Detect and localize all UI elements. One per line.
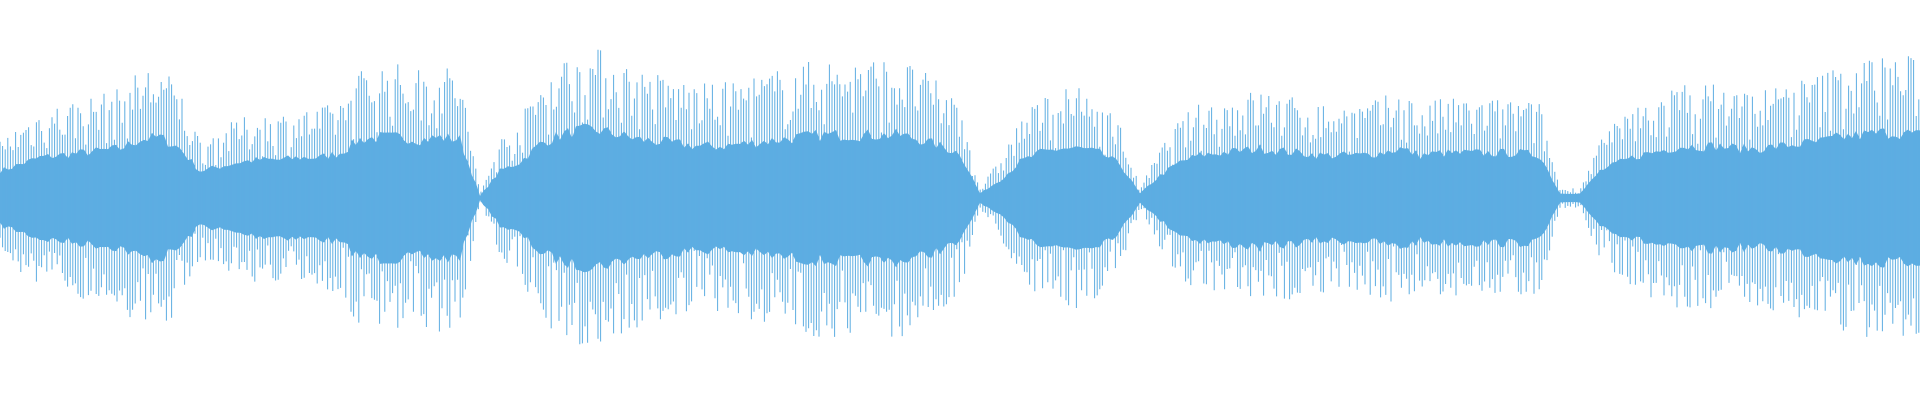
waveform-body [0,123,1920,273]
waveform-peaks [0,49,1920,345]
waveform-body-shape [0,123,1920,273]
